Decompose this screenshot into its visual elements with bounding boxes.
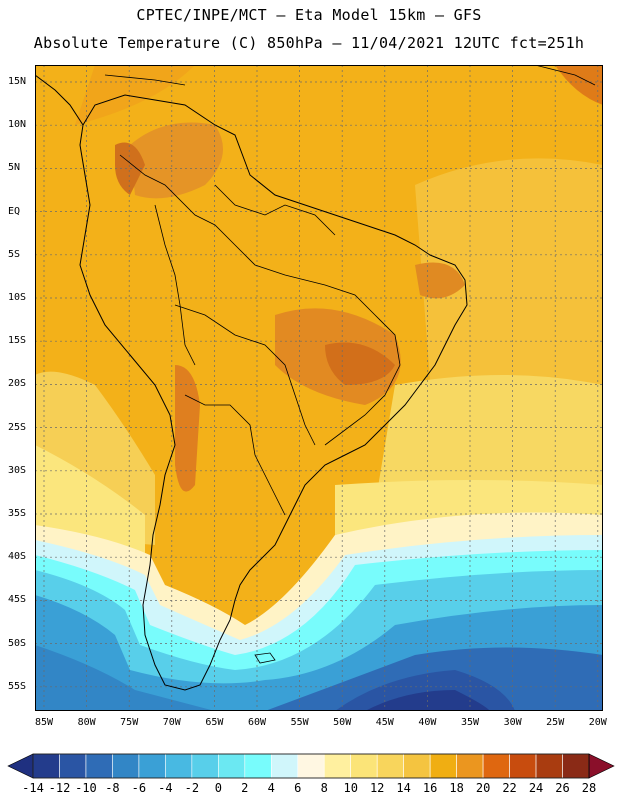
colorbar-swatch: [482, 753, 510, 779]
colorbar-swatch: [112, 753, 140, 779]
lat-label: 15N: [8, 76, 27, 87]
colorbar-swatch: [509, 753, 537, 779]
colorbar-tick: 12: [369, 781, 385, 795]
colorbar-tick: -14: [22, 781, 44, 795]
lon-label: 45W: [375, 717, 394, 728]
field-atlantic-mid: [375, 375, 603, 505]
colorbar-swatch: [244, 753, 272, 779]
lat-label: 10N: [8, 119, 27, 131]
colorbar-swatch: [323, 753, 352, 779]
colorbar-swatch: [270, 753, 299, 779]
south-america-coastline: [79, 94, 468, 691]
lon-label: 80W: [77, 717, 96, 728]
lat-label: 5N: [8, 162, 21, 174]
map-title-line2: Absolute Temperature (C) 850hPa – 11/04/…: [33, 34, 585, 52]
colorbar-swatch: [456, 753, 484, 779]
lon-label: 75W: [120, 717, 139, 728]
lon-label: 20W: [588, 717, 607, 728]
colorbar-tick: 22: [502, 781, 517, 795]
lon-label: 35W: [460, 717, 480, 728]
lon-label: 85W: [34, 717, 54, 728]
lat-label: 30S: [8, 464, 27, 476]
colorbar-tick: 2: [241, 781, 249, 795]
colorbar-tick: -12: [48, 781, 71, 795]
lat-label: 35S: [8, 508, 27, 519]
colorbar-tick: 18: [449, 781, 464, 795]
border-line-4: [154, 204, 196, 366]
colorbar-tick: 14: [396, 781, 411, 795]
colorbar-tick: 16: [422, 781, 438, 795]
lat-label: 10S: [8, 292, 27, 303]
lat-label: 45S: [8, 594, 27, 606]
colorbar-tick: 26: [555, 781, 570, 795]
border-line-3: [184, 394, 286, 516]
colorbar-swatch: [165, 753, 193, 779]
lat-label: 5S: [8, 248, 21, 260]
colorbar-tick: -10: [75, 781, 97, 795]
colorbar-swatch: [535, 753, 563, 779]
lat-label: 15S: [8, 335, 27, 347]
map-title-line1: CPTEC/INPE/MCT – Eta Model 15km – GFS: [136, 6, 482, 24]
colorbar-tick: 4: [267, 781, 275, 795]
colorbar-swatch: [218, 753, 246, 779]
border-line-5: [214, 184, 336, 236]
lon-label: 40W: [418, 717, 437, 728]
colorbar-swatch: [350, 753, 378, 779]
field-brazil-core: [325, 342, 395, 385]
colorbar-tick: -2: [184, 781, 200, 795]
lon-label: 65W: [205, 717, 224, 728]
colorbar-swatch: [297, 753, 325, 779]
border-line-2: [174, 304, 316, 446]
colorbar-swatch: [32, 753, 60, 779]
colorbar-swatch: [403, 753, 431, 779]
lon-label: 60W: [247, 717, 267, 728]
colorbar-tick: -8: [105, 781, 120, 795]
lon-label: 30W: [503, 717, 522, 728]
lon-label: 25W: [546, 717, 565, 728]
border-line-1: [119, 154, 401, 446]
colorbar-tick: 20: [475, 781, 491, 795]
colorbar-tick: 6: [294, 781, 302, 795]
colorbar-swatch: [376, 753, 404, 779]
lat-label: 50S: [8, 637, 27, 649]
colorbar-tick: -4: [158, 781, 173, 795]
lat-label: EQ: [8, 205, 21, 217]
lat-label: 25S: [8, 421, 27, 433]
colorbar-swatch: [191, 753, 219, 779]
colorbar-tick: 24: [528, 781, 544, 795]
colorbar-tick: 8: [320, 781, 328, 795]
colorbar-over-arrow: [588, 753, 615, 779]
colorbar-swatch: [85, 753, 113, 779]
lat-label: 55S: [8, 680, 27, 692]
field-atlantic-ne: [555, 65, 603, 105]
colorbar-tick: -6: [131, 781, 147, 795]
lat-label: 20S: [8, 378, 27, 390]
caribbean-islands: [104, 74, 186, 86]
temperature-map: [35, 65, 603, 711]
lat-label: 40S: [8, 551, 27, 563]
temperature-colorbar: [7, 753, 615, 779]
colorbar-under-arrow: [7, 753, 34, 779]
colorbar-swatch: [59, 753, 87, 779]
field-caribbean: [75, 65, 195, 125]
colorbar-swatch: [138, 753, 166, 779]
map-border: [35, 65, 603, 711]
field-band-minus8: [35, 645, 215, 711]
lon-label: 70W: [162, 717, 181, 728]
lon-label: 55W: [290, 717, 309, 728]
field-andes-central: [175, 365, 200, 492]
lon-label: 50W: [333, 717, 352, 728]
colorbar-tick: 0: [214, 781, 222, 795]
colorbar-swatch: [562, 753, 590, 779]
africa-edge: [534, 65, 596, 86]
colorbar-tick: 28: [581, 781, 597, 795]
falkland-islands: [254, 652, 276, 664]
field-pacific-cool: [35, 445, 145, 555]
central-america-coast: [35, 74, 84, 126]
colorbar-frame: [32, 753, 590, 779]
colorbar-tick: 10: [343, 781, 358, 795]
colorbar-swatch: [429, 753, 457, 779]
